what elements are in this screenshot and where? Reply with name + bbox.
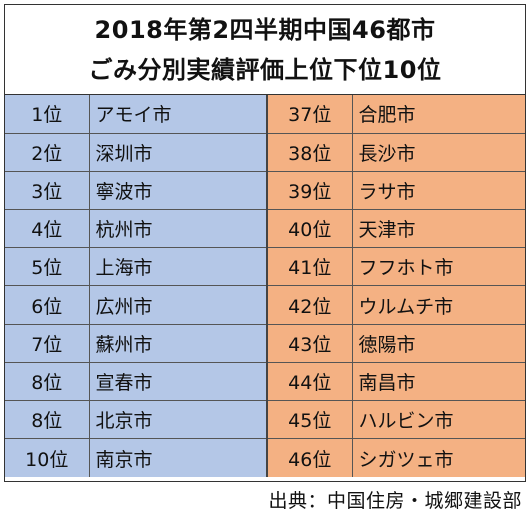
bottom-city-cell: 南昌市 (351, 361, 525, 402)
table-row: 1位 アモイ市 37位 合肥市 (5, 95, 525, 134)
top-rank-cell: 6位 (5, 285, 90, 325)
top-city-cell: 深圳市 (88, 132, 268, 172)
bottom-city-cell: シガツェ市 (351, 438, 525, 477)
top-city-cell: 杭州市 (88, 209, 268, 249)
table-title: 2018年第2四半期中国46都市 ごみ分別実績評価上位下位10位 (5, 5, 525, 95)
table-row: 6位 広州市 42位 ウルムチ市 (5, 285, 525, 325)
table-row: 5位 上海市 41位 フフホト市 (5, 247, 525, 287)
bottom-rank-cell: 44位 (266, 361, 353, 402)
bottom-rank-cell: 42位 (266, 285, 353, 325)
bottom-rank-cell: 40位 (266, 209, 353, 249)
ranking-table-frame: 2018年第2四半期中国46都市 ごみ分別実績評価上位下位10位 1位 アモイ市 3… (4, 4, 526, 482)
bottom-city-cell: ハルビン市 (351, 399, 525, 440)
bottom-city-cell: 天津市 (351, 209, 525, 249)
table-row: 8位 宣春市 44位 南昌市 (5, 361, 525, 402)
top-city-cell: 蘇州市 (88, 323, 268, 363)
top-rank-cell: 3位 (5, 170, 90, 211)
source-note: 出典：中国住房・城郷建設部 (268, 490, 522, 512)
table-row: 4位 杭州市 40位 天津市 (5, 209, 525, 249)
bottom-city-cell: 長沙市 (351, 132, 525, 172)
top-city-cell: 南京市 (88, 438, 268, 477)
ranking-rows: 1位 アモイ市 37位 合肥市 2位 深圳市 38位 長沙市 3位 寧波市 39位 ラサ市 4位 杭州市 4… (5, 95, 525, 477)
top-rank-cell: 4位 (5, 209, 90, 249)
top-rank-cell: 1位 (5, 95, 90, 134)
title-line-1: 2018年第2四半期中国46都市 (94, 15, 436, 44)
bottom-city-cell: 合肥市 (351, 95, 525, 134)
top-city-cell: 上海市 (88, 247, 268, 287)
table-row: 10位 南京市 46位 シガツェ市 (5, 438, 525, 477)
top-city-cell: 北京市 (88, 399, 268, 440)
top-rank-cell: 8位 (5, 361, 90, 402)
top-city-cell: 広州市 (88, 285, 268, 325)
top-city-cell: アモイ市 (88, 95, 268, 134)
top-city-cell: 宣春市 (88, 361, 268, 402)
table-row: 8位 北京市 45位 ハルビン市 (5, 399, 525, 440)
bottom-rank-cell: 39位 (266, 170, 353, 211)
top-rank-cell: 2位 (5, 132, 90, 172)
bottom-rank-cell: 37位 (266, 95, 353, 134)
title-line-2: ごみ分別実績評価上位下位10位 (88, 55, 442, 84)
top-rank-cell: 7位 (5, 323, 90, 363)
top-rank-cell: 8位 (5, 399, 90, 440)
top-rank-cell: 5位 (5, 247, 90, 287)
table-row: 3位 寧波市 39位 ラサ市 (5, 170, 525, 211)
bottom-city-cell: ウルムチ市 (351, 285, 525, 325)
bottom-rank-cell: 38位 (266, 132, 353, 172)
bottom-rank-cell: 46位 (266, 438, 353, 477)
bottom-city-cell: フフホト市 (351, 247, 525, 287)
bottom-city-cell: 徳陽市 (351, 323, 525, 363)
top-rank-cell: 10位 (5, 438, 90, 477)
bottom-rank-cell: 43位 (266, 323, 353, 363)
table-row: 7位 蘇州市 43位 徳陽市 (5, 323, 525, 363)
bottom-city-cell: ラサ市 (351, 170, 525, 211)
bottom-rank-cell: 45位 (266, 399, 353, 440)
ranking-table: 1位 アモイ市 37位 合肥市 2位 深圳市 38位 長沙市 3位 寧波市 39位 ラサ市 4位 杭州市 4… (5, 95, 525, 477)
top-city-cell: 寧波市 (88, 170, 268, 211)
bottom-rank-cell: 41位 (266, 247, 353, 287)
table-row: 2位 深圳市 38位 長沙市 (5, 132, 525, 172)
